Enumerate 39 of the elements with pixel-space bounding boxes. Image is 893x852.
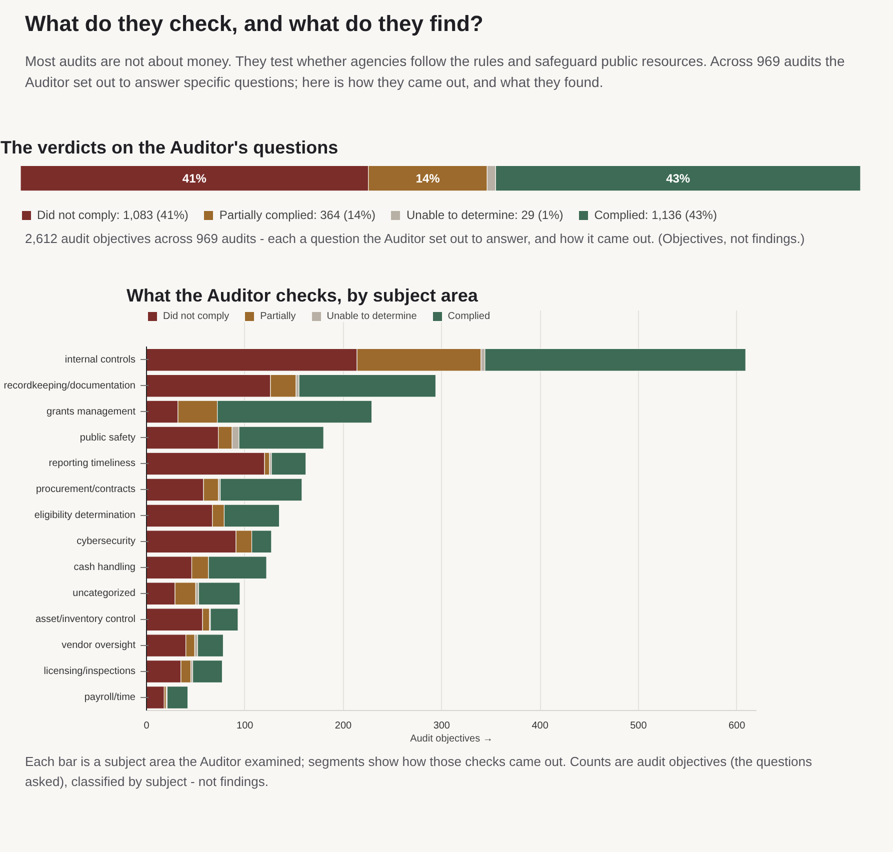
y-tick-label: cybersecurity bbox=[76, 536, 136, 548]
y-tick-label: licensing/inspections bbox=[44, 666, 136, 678]
legend-label: Did not comply bbox=[163, 310, 230, 322]
y-tick-label: asset/inventory control bbox=[35, 614, 136, 626]
legend-label: Unable to determine bbox=[326, 310, 417, 322]
chart-title: The verdicts on the Auditor's questions bbox=[0, 138, 338, 158]
y-tick-label: cash handling bbox=[74, 562, 136, 574]
text: Most audits are not about money. They test whether agencies follow the rules and safeguard public resources. Across 969 audits the Auditor set out to answer specific questions; here is how they came out, and what they found. bbox=[25, 52, 846, 92]
y-tick-label: internal controls bbox=[64, 354, 136, 366]
data-label: 41% bbox=[182, 171, 207, 186]
x-tick-label: 200 bbox=[334, 720, 352, 732]
chart-title: What the Auditor checks, by subject area bbox=[126, 286, 479, 306]
data-label: 14% bbox=[416, 171, 440, 186]
x-tick-label: 0 bbox=[144, 720, 150, 732]
y-tick-label: recordkeeping/documentation bbox=[4, 380, 136, 392]
y-tick-label: grants management bbox=[46, 406, 136, 418]
legend-label: Complied: 1,136 (43%) bbox=[594, 208, 717, 222]
y-tick-label: vendor oversight bbox=[62, 640, 136, 652]
y-tick-label: uncategorized bbox=[72, 588, 136, 600]
x-tick-label: 100 bbox=[236, 720, 254, 732]
y-tick-label: eligibility determination bbox=[34, 510, 136, 522]
text: What do they check, and what do they find? bbox=[25, 11, 484, 37]
legend-label: Partially complied: 364 (14%) bbox=[219, 208, 376, 222]
x-axis-title: Audit objectives → bbox=[410, 734, 493, 744]
y-tick-label: public safety bbox=[80, 432, 136, 444]
x-tick-label: 600 bbox=[728, 720, 746, 732]
legend-label: Did not comply: 1,083 (41%) bbox=[37, 208, 188, 222]
legend-label: Unable to determine: 29 (1%) bbox=[406, 208, 564, 222]
text: 2,612 audit objectives across 969 audits - each a question the Auditor set out to answer, and how it came out. (Objectives, not findings.) bbox=[25, 230, 805, 248]
data-label: 43% bbox=[666, 171, 690, 186]
legend-label: Complied bbox=[448, 310, 490, 322]
y-tick-label: procurement/contracts bbox=[36, 484, 136, 496]
x-tick-label: 400 bbox=[532, 720, 549, 732]
text: Each bar is a subject area the Auditor examined; segments show how those checks came out. Counts are audit objectives (the questions asked), classified by subject - not findings. bbox=[25, 753, 813, 791]
x-tick-label: 500 bbox=[630, 720, 648, 732]
y-tick-label: payroll/time bbox=[84, 692, 136, 704]
x-tick-label: 300 bbox=[433, 720, 450, 732]
legend-label: Partially bbox=[260, 310, 296, 322]
y-tick-label: reporting timeliness bbox=[48, 458, 136, 470]
